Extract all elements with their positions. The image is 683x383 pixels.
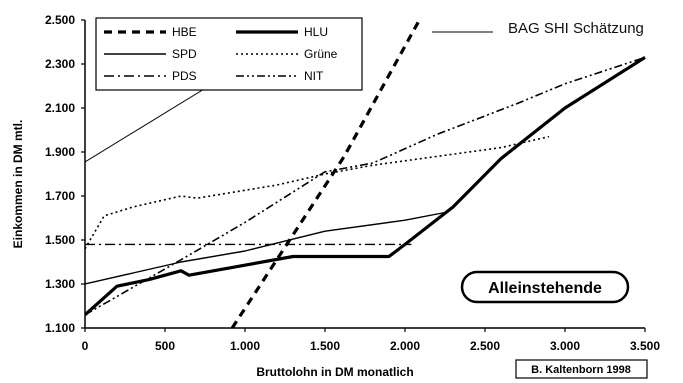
legend-label-hbe: HBE	[172, 25, 197, 39]
chart-axes: 1.100 1.300 1.500 1.700 1.900 2.100 2.300 2.500…	[11, 13, 660, 379]
x-tick-label: 500	[155, 339, 175, 353]
y-tick-label: 2.100	[45, 101, 75, 115]
x-tick-label: 3.500	[630, 339, 660, 353]
y-tick-label: 1.300	[45, 277, 75, 291]
x-tick-label: 2.500	[470, 339, 500, 353]
y-tick-label: 1.900	[45, 145, 75, 159]
y-axis-title: Einkommen in DM mtl.	[11, 120, 25, 249]
x-tick-label: 1.000	[230, 339, 260, 353]
credit-label: B. Kaltenborn 1998	[531, 364, 631, 376]
legend-label-pds: PDS	[172, 69, 197, 83]
legend-label-gr-ne: Grüne	[304, 47, 338, 61]
x-axis-title: Bruttolohn in DM monatlich	[256, 365, 413, 379]
legend-label-nit: NIT	[304, 69, 324, 83]
y-tick-label: 2.300	[45, 57, 75, 71]
credit-box	[515, 359, 648, 379]
badge-label: Alleinstehende	[488, 280, 602, 297]
legend-label-bag-shi: BAG SHI Schätzung	[508, 20, 644, 37]
y-tick-label: 1.500	[45, 233, 75, 247]
annotations: BAG SHI Schätzung Alleinstehende B. Kalten…	[432, 20, 648, 379]
legend: HBE HLU SPD Grüne PDS NIT	[95, 17, 363, 91]
y-tick-label: 1.700	[45, 189, 75, 203]
series-line-spd	[85, 211, 446, 285]
badge-outline	[460, 270, 630, 304]
y-tick-label: 1.100	[45, 321, 75, 335]
series-line-gr-ne	[85, 135, 550, 250]
y-tick-label: 2.500	[45, 13, 75, 27]
legend-label-hlu: HLU	[304, 25, 328, 39]
series-line-hbe	[230, 19, 421, 328]
x-tick-label: 0	[82, 339, 89, 353]
legend-label-spd: SPD	[172, 47, 197, 61]
x-tick-label: 1.500	[310, 339, 340, 353]
x-tick-label: 3.000	[550, 339, 580, 353]
x-tick-label: 2.000	[390, 339, 420, 353]
